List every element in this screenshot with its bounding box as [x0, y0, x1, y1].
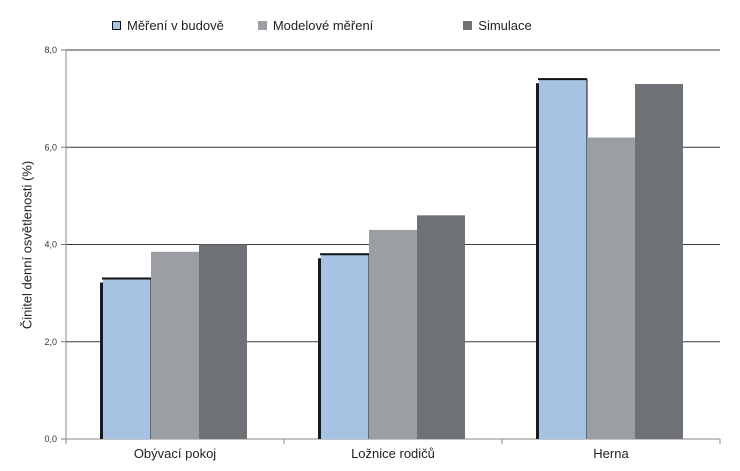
x-tick-label: Obývací pokoj	[134, 446, 216, 461]
bar-shadow	[100, 282, 103, 439]
bar	[635, 84, 683, 439]
legend-item-1: Modelové měření	[257, 18, 374, 33]
y-tick-label: 0,0	[44, 434, 57, 444]
bar	[321, 254, 369, 439]
bar	[417, 215, 465, 439]
legend-swatch-1	[257, 21, 267, 30]
bar	[151, 251, 199, 439]
bar	[199, 244, 247, 439]
legend-swatch-2	[463, 21, 473, 30]
y-tick-label: 6,0	[44, 142, 57, 152]
bar-shadow	[536, 83, 539, 440]
y-tick-label: 8,0	[44, 45, 57, 55]
bar	[587, 137, 635, 439]
y-tick-label: 2,0	[44, 337, 57, 347]
legend-label-1: Modelové měření	[272, 18, 374, 33]
bar-shadow	[318, 258, 321, 439]
x-tick-label: Ložnice rodičů	[351, 446, 435, 461]
legend-label-0: Měření v budově	[127, 18, 224, 33]
legend-item-2: Simulace	[463, 18, 532, 33]
y-tick-label: 4,0	[44, 240, 57, 250]
bar	[103, 278, 151, 439]
x-tick-label: Herna	[593, 446, 629, 461]
legend-swatch-0	[112, 21, 121, 30]
bar	[369, 229, 417, 439]
legend-item-0: Měření v budově	[112, 18, 224, 33]
legend-label-2: Simulace	[478, 18, 532, 33]
chart-legend: Měření v budově Modelové měření Simulace	[112, 18, 566, 33]
bar	[539, 79, 587, 440]
